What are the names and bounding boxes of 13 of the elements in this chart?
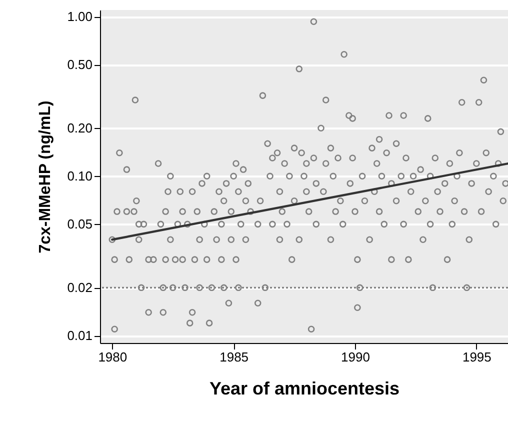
x-axis-title: Year of amniocentesis [209, 378, 400, 398]
x-tick-label: 1985 [220, 350, 249, 364]
y-tick-label: 0.50 [67, 57, 92, 72]
y-tick-label: 0.20 [67, 120, 92, 136]
y-tick-label: 0.01 [67, 328, 92, 344]
y-tick-label: 0.05 [67, 216, 92, 232]
y-axis-title: 7cx-MMeHP (ng/mL) [37, 100, 54, 254]
y-tick-label: 1.00 [67, 9, 92, 24]
x-tick-label: 1990 [341, 350, 370, 364]
x-tick-label: 1995 [462, 350, 492, 364]
y-tick-label: 0.10 [67, 168, 92, 184]
x-tick-label: 1980 [98, 350, 128, 364]
y-tick-label: 0.02 [67, 280, 92, 296]
